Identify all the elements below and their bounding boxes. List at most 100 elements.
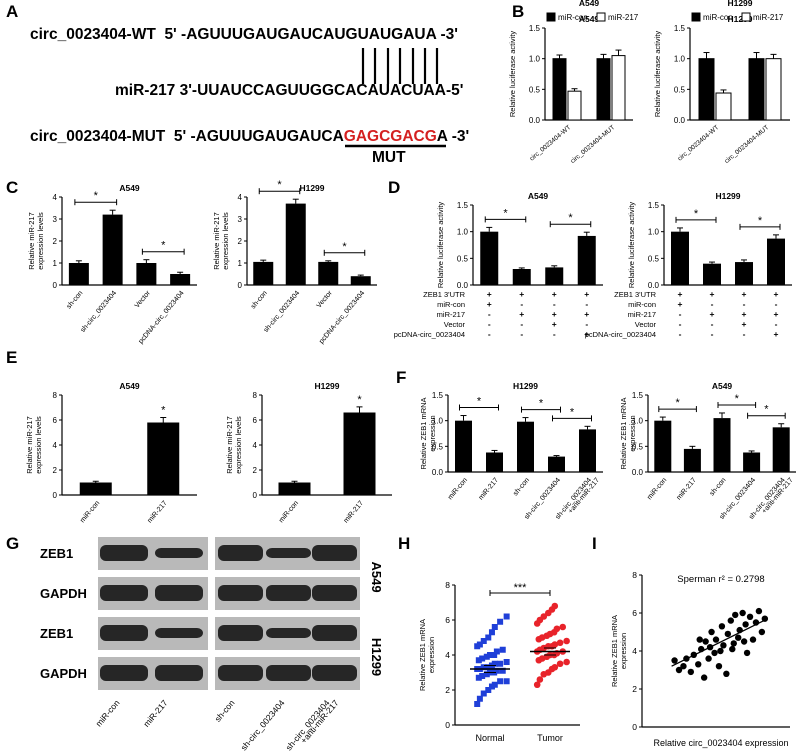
- y-tick-label: 2: [253, 466, 258, 475]
- x-tick-label: Tumor: [537, 733, 563, 743]
- y-tick-label: 6: [445, 615, 450, 625]
- legend-swatch-mir-con: [546, 12, 556, 22]
- data-point: [720, 642, 727, 649]
- y-tick-label: 4: [238, 193, 243, 202]
- mir-seq: 3'-UUAUCCAGUUGGCACAUACUAA-5': [179, 82, 464, 99]
- blot-band: [218, 625, 263, 641]
- data-point-normal: [485, 634, 492, 641]
- x-tick-label: circ_0023404-MUT: [723, 124, 770, 165]
- blot-band: [218, 585, 263, 601]
- y-tick-label: 1.5: [632, 391, 644, 400]
- data-point-normal: [483, 653, 490, 660]
- condition-sign: +: [584, 309, 589, 319]
- data-point: [749, 636, 757, 643]
- data-point-tumor: [551, 641, 559, 648]
- data-point-tumor: [551, 663, 559, 671]
- condition-sign: +: [552, 319, 557, 329]
- chart-title: A549: [119, 183, 140, 193]
- condition-sign: -: [488, 329, 491, 339]
- y-tick-label: 4: [445, 650, 450, 660]
- condition-sign: -: [488, 309, 491, 319]
- x-tick-label: miR-217: [676, 477, 698, 502]
- lane-label: miR-con: [94, 698, 122, 729]
- x-tick-label: miR-con: [79, 500, 101, 525]
- bar-sh-circ-0023404-anti-mir-217: [579, 429, 596, 472]
- bar-mir-217: [147, 422, 180, 495]
- data-point-normal: [476, 695, 483, 702]
- bar-mir-con-circ-0023404-mut: [596, 58, 611, 121]
- legend-swatch-mir-con: [691, 12, 701, 22]
- chart-title: A549: [579, 14, 600, 24]
- bar-2: [703, 263, 721, 285]
- significance-star: *: [161, 405, 166, 417]
- lane-label: sh-circ_0023404: [238, 698, 286, 753]
- blot-row-label: ZEB1: [40, 546, 73, 561]
- condition-sign: +: [742, 309, 747, 319]
- blot-band: [266, 548, 311, 558]
- condition-label: ZEB1 3'UTR: [423, 290, 465, 299]
- y-axis-label: expression levels: [34, 416, 43, 474]
- significance-star: *: [357, 394, 362, 406]
- condition-sign: +: [519, 289, 524, 299]
- bar-mir-217-circ-0023404-wt: [567, 90, 582, 121]
- data-point-normal: [485, 664, 492, 671]
- chart-c-h1299: 0 1 2 3 4 Relative miR-217 expression levels H1…: [212, 179, 377, 345]
- bar-mir-217-circ-0023404-wt: [715, 92, 732, 121]
- blot-band: [218, 665, 263, 681]
- y-axis-label: Relative ZEB1 mRNA: [418, 619, 427, 691]
- data-point: [671, 657, 678, 664]
- legend-label-mir-217: miR-217: [753, 13, 784, 22]
- y-tick-label: 1.5: [529, 24, 541, 33]
- panel-letter-b: B: [512, 2, 525, 21]
- y-tick-label: 6: [632, 608, 637, 618]
- data-point: [746, 613, 754, 620]
- blot-band: [155, 628, 203, 638]
- data-point-normal: [503, 613, 510, 620]
- blot-row-label: GAPDH: [40, 666, 87, 681]
- y-tick-label: 1.0: [632, 417, 644, 426]
- bar-mir-con: [278, 482, 311, 495]
- y-tick-label: 0: [445, 720, 450, 730]
- y-tick-label: 1.0: [648, 228, 660, 237]
- y-tick-label: 1.5: [457, 201, 469, 210]
- y-tick-label: 0.5: [432, 442, 444, 451]
- y-axis-label: Relative miR-217: [225, 416, 234, 474]
- y-axis-label: Relative luciferase activity: [653, 31, 662, 118]
- panel-letter-a: A: [6, 2, 19, 21]
- y-tick-label: 2: [632, 684, 637, 694]
- panel-letter-f: F: [396, 368, 407, 387]
- data-point-normal: [476, 641, 483, 648]
- data-point: [708, 628, 715, 636]
- mir-sequence-row: miR-217 3'-UUAUCCAGUUGGCACAUACUAA-5': [115, 82, 463, 100]
- chart-d-a549: 0.0 0.5 1.0 1.5 Relative luciferase activity…: [394, 191, 603, 339]
- condition-label: miR-con: [437, 300, 465, 309]
- wt-seq-prefix: 5' -AGUUUGAUGAUCAU: [164, 26, 346, 43]
- panel-letter-i: I: [592, 534, 597, 553]
- data-point-normal: [491, 660, 498, 667]
- data-point-normal: [497, 678, 504, 685]
- bar-mir-217-circ-0023404-mut: [765, 58, 782, 121]
- x-tick-label: circ_0023404-WT: [676, 124, 720, 162]
- blot-band: [100, 665, 148, 681]
- base-pair-lines: [345, 48, 446, 148]
- y-tick-label: 0.0: [632, 468, 644, 477]
- data-point: [700, 674, 708, 681]
- condition-sign: -: [711, 299, 714, 309]
- condition-sign: -: [743, 329, 746, 339]
- condition-sign: -: [775, 319, 778, 329]
- bar-sh-con: [713, 418, 731, 472]
- panel-letter-g: G: [6, 534, 20, 553]
- bar-mir-217: [486, 452, 503, 472]
- condition-sign: -: [711, 329, 714, 339]
- blot-band: [312, 585, 357, 601]
- condition-sign: +: [774, 289, 779, 299]
- data-point-tumor: [551, 602, 559, 610]
- data-point-normal: [475, 657, 482, 664]
- bar-sh-circ-0023404: [743, 452, 761, 472]
- mut-sequence-row: circ_0023404-MUT 5' -AGUUUGAUGAUCAGAGCGA…: [30, 128, 469, 146]
- x-tick-label: miR-217: [146, 500, 168, 525]
- x-tick-label: Normal: [475, 733, 504, 743]
- condition-sign: -: [585, 319, 588, 329]
- x-tick-label: sh-con: [512, 477, 531, 498]
- significance-star: *: [758, 215, 763, 227]
